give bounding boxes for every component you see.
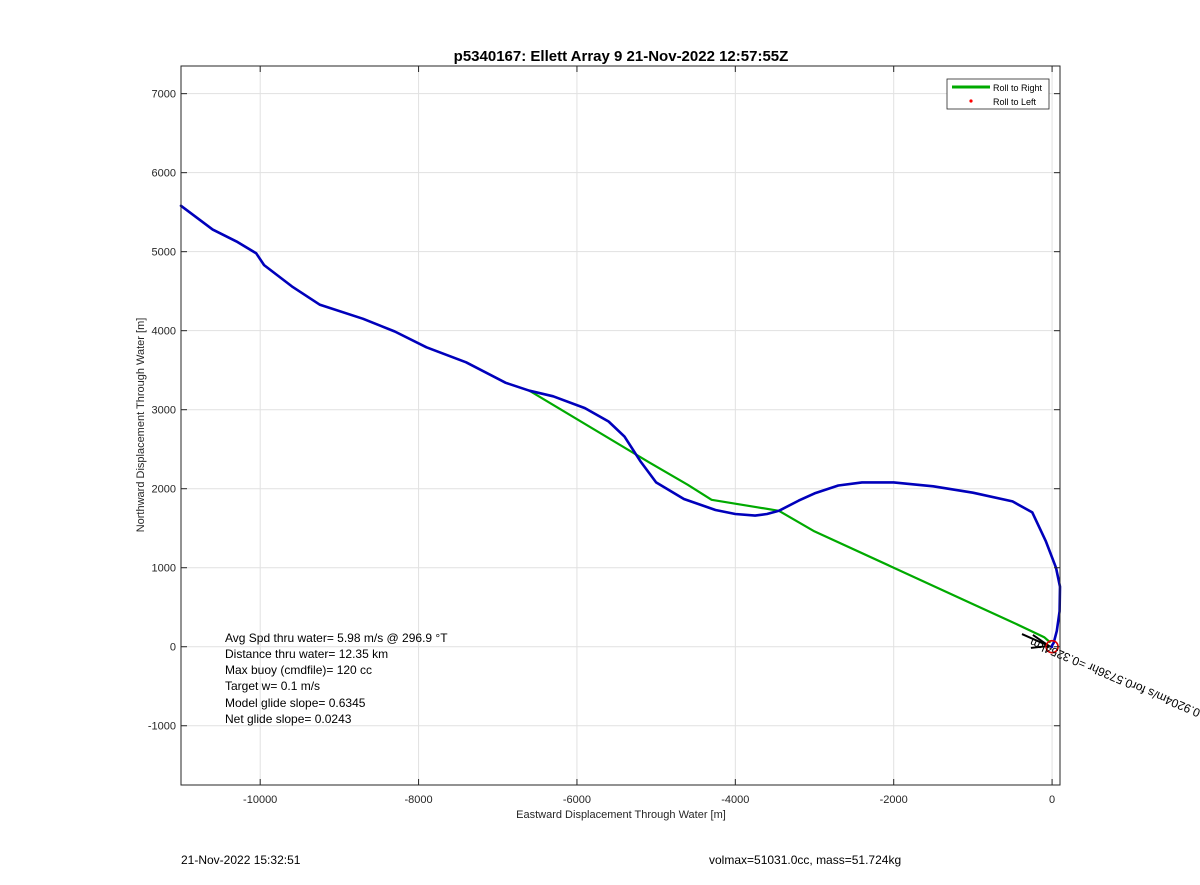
x-tick-label: -10000 (243, 794, 277, 806)
grid-lines (181, 66, 1060, 785)
y-tick-label: 3000 (152, 405, 176, 417)
stats-annotations: Avg Spd thru water= 5.98 m/s @ 296.9 °T … (225, 631, 448, 726)
annotation-max-buoy: Max buoy (cmdfile)= 120 cc (225, 663, 372, 677)
x-tick-label: -6000 (563, 794, 591, 806)
y-tick-label: 2000 (152, 484, 176, 496)
plot-area: -10000 -8000 -6000 -4000 -2000 0-100001000200… (148, 65, 1062, 806)
axes-box (181, 66, 1060, 785)
y-axis-label: Northward Displacement Through Water [m] (135, 318, 147, 533)
annotation-distance: Distance thru water= 12.35 km (225, 647, 388, 661)
x-tick-label: -4000 (721, 794, 749, 806)
legend-label-roll-left: Roll to Left (993, 97, 1037, 107)
y-tick-label: 6000 (152, 168, 176, 180)
current-arrow-head (1030, 634, 1052, 649)
footer-vol-mass: volmax=51031.0cc, mass=51.724kg (709, 853, 902, 867)
annotation-avg-speed: Avg Spd thru water= 5.98 m/s @ 296.9 °T (225, 631, 448, 645)
y-tick-label: 0 (170, 642, 176, 654)
footer-timestamp: 21-Nov-2022 15:32:51 (181, 853, 301, 867)
x-tick-label: 0 (1049, 794, 1055, 806)
y-tick-label: 5000 (152, 247, 176, 259)
roll-right-line (528, 389, 1051, 644)
x-axis-label: Eastward Displacement Through Water [m] (516, 809, 726, 821)
y-tick-label: 1000 (152, 563, 176, 575)
annotation-target-w: Target w= 0.1 m/s (225, 679, 320, 693)
axes-frame (180, 65, 1061, 786)
y-tick-label: 4000 (152, 326, 176, 338)
annotation-net-glide-slope: Net glide slope= 0.0243 (225, 712, 352, 726)
chart-title: p5340167: Ellett Array 9 21-Nov-2022 12:… (454, 48, 789, 65)
y-tick-label: 7000 (152, 89, 176, 101)
annotation-model-glide-slope: Model glide slope= 0.6345 (225, 696, 366, 710)
tick-layer: -10000 -8000 -6000 -4000 -2000 0-100001000200… (148, 66, 1060, 806)
legend-dot-roll-left (969, 99, 973, 103)
series-layer (179, 204, 1062, 649)
legend-box (946, 78, 1050, 110)
y-tick-label: -1000 (148, 721, 176, 733)
legend-label-roll-right: Roll to Right (993, 83, 1043, 93)
x-tick-label: -2000 (880, 794, 908, 806)
track-line (179, 204, 1062, 649)
legend: Roll to Right Roll to Left (946, 78, 1050, 110)
x-tick-label: -8000 (404, 794, 432, 806)
